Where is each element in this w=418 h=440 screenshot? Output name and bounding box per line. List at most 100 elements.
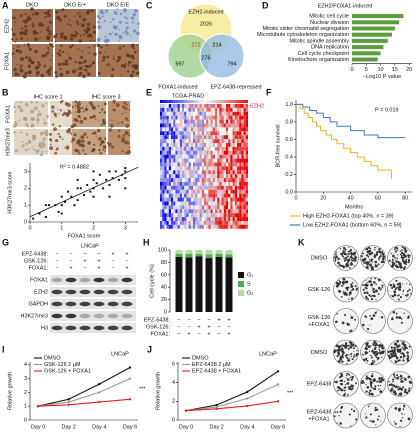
colony	[402, 354, 406, 358]
heatmap-cell	[199, 170, 202, 175]
colony	[343, 257, 346, 260]
heatmap-cell	[188, 170, 191, 175]
heatmap-cell	[223, 131, 226, 136]
heatmap-cell	[199, 185, 202, 190]
heatmap-cell	[210, 217, 213, 221]
heatmap-cell	[243, 119, 246, 124]
heatmap-cell	[232, 150, 235, 155]
cell	[56, 15, 61, 20]
heatmap-cell	[162, 115, 165, 120]
colony	[403, 247, 406, 249]
colony	[373, 360, 376, 363]
cell	[78, 39, 82, 43]
cell	[27, 147, 30, 150]
heatmap-cell	[160, 217, 163, 221]
colony	[402, 386, 405, 389]
annotation-bar	[219, 100, 222, 103]
colony	[399, 284, 402, 287]
heatmap-cell	[226, 205, 229, 210]
heatmap-cell	[241, 174, 244, 179]
heatmap-cell	[215, 178, 218, 182]
heatmap-cell	[228, 115, 231, 120]
heatmap-cell	[193, 213, 196, 218]
heatmap-cell	[160, 107, 163, 112]
heatmap-cell	[184, 127, 187, 132]
cell	[34, 30, 37, 33]
band-label: GAPDH	[28, 301, 48, 307]
colony	[346, 255, 349, 258]
heatmap-cell	[215, 182, 218, 186]
colony	[399, 355, 403, 359]
colony	[401, 249, 403, 252]
x-tick-label: 5	[365, 67, 368, 73]
colony	[396, 376, 399, 380]
heatmap-cell	[171, 213, 174, 218]
y-tick-label: 60	[161, 272, 167, 278]
heatmap-cell	[232, 115, 235, 120]
heatmap-cell	[171, 127, 174, 132]
region-count: 214	[212, 42, 221, 48]
point	[124, 177, 127, 180]
cell	[48, 43, 51, 45]
point	[246, 404, 249, 408]
point	[98, 400, 101, 404]
cell	[19, 68, 24, 73]
cell	[54, 40, 57, 43]
heatmap-cell	[234, 193, 237, 198]
cell	[44, 15, 47, 19]
colony	[391, 355, 394, 358]
heatmap-cell	[219, 115, 222, 120]
colony	[407, 389, 410, 392]
cell	[89, 64, 93, 67]
colony	[354, 253, 356, 255]
colony	[388, 259, 391, 262]
cell	[68, 19, 71, 22]
heatmap-cell	[166, 150, 169, 155]
heatmap-cell	[166, 158, 169, 163]
heatmap-cell	[188, 158, 191, 163]
heatmap-cell	[239, 193, 242, 198]
colony	[394, 257, 396, 259]
heatmap-cell	[219, 189, 222, 194]
annotation-bar	[210, 100, 213, 103]
colony	[406, 283, 408, 285]
heatmap-cell	[175, 185, 178, 190]
cell	[24, 148, 28, 152]
point	[36, 404, 40, 408]
colony	[342, 250, 345, 252]
cell	[108, 32, 112, 36]
growth-line	[185, 383, 279, 412]
heatmap-cell	[210, 150, 213, 155]
heatmap-cell	[215, 197, 218, 202]
heatmap-cell	[173, 189, 176, 194]
cell	[45, 129, 49, 134]
heatmap-cell	[186, 213, 189, 218]
colony	[348, 374, 351, 376]
heatmap-cell	[164, 189, 167, 194]
heatmap-cell	[228, 135, 231, 140]
colony	[345, 342, 347, 345]
heatmap-cell	[217, 115, 220, 120]
colony	[402, 291, 404, 293]
heatmap-cell	[237, 143, 240, 147]
colony	[407, 256, 410, 258]
heatmap-cell	[221, 115, 224, 120]
heatmap-cell	[171, 224, 174, 229]
heatmap-cell	[219, 197, 222, 202]
heatmap-cell	[166, 131, 169, 136]
heatmap-cell	[223, 166, 226, 171]
cell	[112, 55, 114, 57]
heatmap-cell	[206, 217, 209, 221]
heatmap-cell	[245, 189, 248, 194]
heatmap-cell	[223, 111, 226, 116]
heatmap-cell	[221, 139, 224, 143]
cell	[98, 136, 102, 141]
heatmap-cell	[164, 185, 167, 190]
heatmap-cell	[201, 178, 204, 182]
cell	[124, 30, 128, 33]
heatmap-cell	[186, 150, 189, 155]
cell	[42, 137, 47, 141]
heatmap-cell	[230, 123, 233, 128]
heatmap-cell	[182, 143, 185, 147]
x-tick-label: Day 4	[92, 424, 106, 430]
